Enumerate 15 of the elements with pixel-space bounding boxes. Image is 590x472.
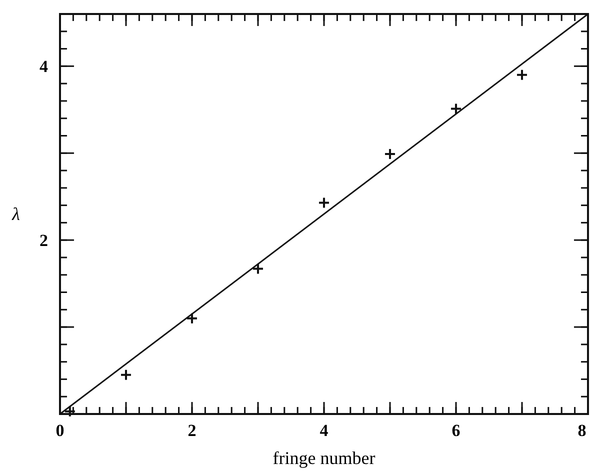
x-tick-label: 6 [452, 421, 460, 440]
x-tick-label: 4 [320, 421, 329, 440]
x-tick-label: 8 [578, 421, 586, 440]
x-tick-label: 0 [56, 421, 64, 440]
point [186, 312, 198, 324]
point [252, 262, 264, 275]
x-axis-title: fringe number [272, 448, 376, 468]
point [384, 148, 396, 160]
y-axis-title: λ [11, 204, 20, 224]
point [450, 102, 462, 115]
point [318, 196, 330, 209]
point [64, 405, 76, 418]
point [516, 68, 528, 81]
point [120, 368, 132, 381]
x-tick-label: 2 [188, 421, 196, 440]
